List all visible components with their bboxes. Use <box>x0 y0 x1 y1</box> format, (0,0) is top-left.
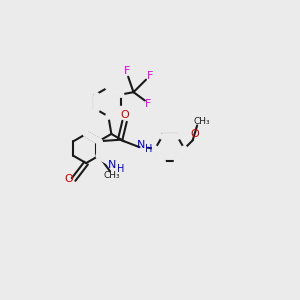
Text: F: F <box>145 99 152 109</box>
Text: N: N <box>108 160 117 170</box>
Text: F: F <box>147 70 153 80</box>
Text: O: O <box>121 110 130 120</box>
Text: CH₃: CH₃ <box>104 171 120 180</box>
Text: O: O <box>64 174 73 184</box>
Text: O: O <box>190 129 199 139</box>
Text: H: H <box>145 144 153 154</box>
Text: F: F <box>124 66 130 76</box>
Text: N: N <box>137 140 146 150</box>
Text: CH₃: CH₃ <box>194 116 211 125</box>
Text: H: H <box>117 164 124 174</box>
